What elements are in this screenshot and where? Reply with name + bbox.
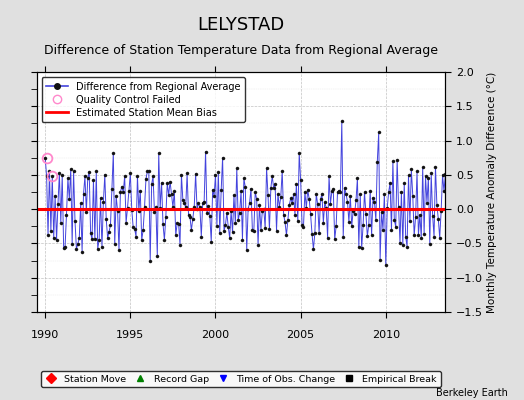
Text: 2010: 2010 (372, 330, 400, 340)
Legend: Difference from Regional Average, Quality Control Failed, Estimated Station Mean: Difference from Regional Average, Qualit… (41, 77, 245, 122)
Text: 1995: 1995 (116, 330, 145, 340)
Text: 2000: 2000 (201, 330, 230, 340)
Text: 1990: 1990 (31, 330, 59, 340)
Text: Berkeley Earth: Berkeley Earth (436, 388, 508, 398)
Text: LELYSTAD: LELYSTAD (198, 16, 285, 34)
Legend: Station Move, Record Gap, Time of Obs. Change, Empirical Break: Station Move, Record Gap, Time of Obs. C… (41, 371, 441, 387)
Y-axis label: Monthly Temperature Anomaly Difference (°C): Monthly Temperature Anomaly Difference (… (487, 71, 497, 313)
Text: Difference of Station Temperature Data from Regional Average: Difference of Station Temperature Data f… (44, 44, 438, 57)
Text: 2005: 2005 (287, 330, 315, 340)
